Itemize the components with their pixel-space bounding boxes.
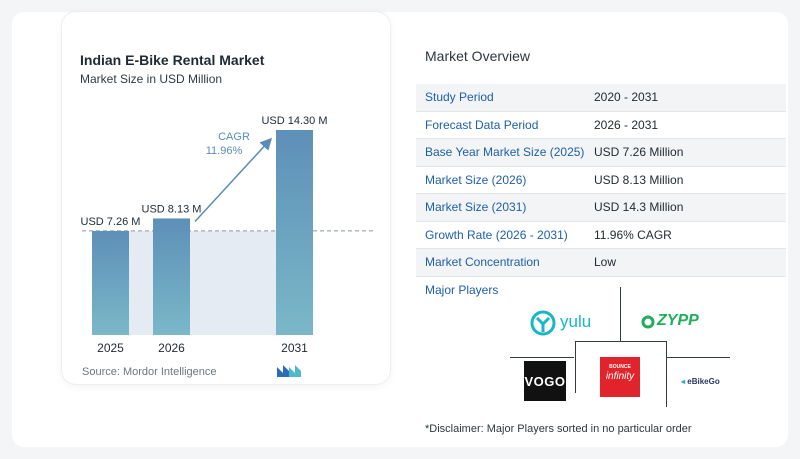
- metric-label: Base Year Market Size (2025): [425, 145, 585, 159]
- disclaimer: *Disclaimer: Major Players sorted in no …: [425, 423, 692, 435]
- metric-label: Growth Rate (2026 - 2031): [425, 227, 568, 242]
- vogo-logo: VOGO: [524, 361, 566, 401]
- data-label-2025: USD 7.26 M: [81, 216, 141, 228]
- metric-label: Study Period: [425, 90, 494, 104]
- bounce-logo-main-text: infinity: [605, 371, 635, 382]
- zypp-logo-text: ZYPP: [657, 312, 699, 329]
- grid-divider: [620, 287, 621, 341]
- metric-value: 11.96% CAGR: [594, 227, 672, 242]
- metric-row: Market Size (2031) USD 14.3 Million: [416, 194, 786, 222]
- metric-value: Low: [594, 255, 617, 269]
- major-players-title: Major Players: [425, 283, 499, 297]
- grid-divider: [666, 357, 730, 358]
- x-tick-2026: 2026: [158, 341, 185, 355]
- data-label-2031: USD 14.30 M: [261, 115, 327, 127]
- grid-divider: [510, 357, 574, 358]
- grid-divider: [575, 341, 576, 393]
- metric-row: Growth Rate (2026 - 2031) 11.96% CAGR: [416, 222, 786, 249]
- bar-2025: [92, 230, 129, 335]
- metric-label: Market Concentration: [425, 255, 540, 269]
- cagr-label: CAGR: [218, 131, 250, 143]
- cagr-arrow: [194, 137, 273, 222]
- metric-row: Market Size (2026) USD 8.13 Million: [416, 167, 786, 194]
- ebikego-logo-text: eBikeGo: [687, 377, 720, 386]
- metric-row: Market Concentration Low: [416, 249, 786, 277]
- metric-label: Forecast Data Period: [425, 117, 539, 132]
- bar-chart: USD 7.26 M 2025 USD 8.13 M 2026 USD 14.30 M 2…: [81, 115, 374, 355]
- metric-row: Base Year Market Size (2025) USD 7.26 Mi…: [416, 139, 786, 167]
- chart-subtitle: Market Size in USD Million: [80, 72, 223, 86]
- metric-value: 2026 - 2031: [594, 117, 659, 132]
- grid-divider: [575, 341, 667, 342]
- yulu-logo-icon: [530, 310, 556, 336]
- bounce-logo-top-text: BOUNCE: [609, 364, 631, 370]
- metric-row: Study Period 2020 - 2031: [416, 84, 786, 112]
- chart-title: Indian E-Bike Rental Market: [80, 52, 265, 68]
- metric-value: USD 14.3 Million: [594, 200, 684, 214]
- ebikego-mark-icon: ◂: [681, 377, 688, 386]
- metrics-table: Study Period 2020 - 2031 Forecast Data P…: [416, 84, 786, 277]
- bar-2031: [276, 130, 313, 335]
- metric-row: Forecast Data Period 2026 - 2031: [416, 112, 786, 139]
- data-label-2026: USD 8.13 M: [142, 203, 202, 215]
- mordor-logo-icon: [277, 365, 301, 377]
- growth-band: [190, 230, 276, 335]
- x-tick-2031: 2031: [281, 341, 308, 355]
- grid-divider: [666, 341, 667, 407]
- growth-band: [129, 230, 153, 335]
- source-note: Source: Mordor Intelligence: [82, 366, 217, 378]
- vogo-logo-text: VOGO: [524, 373, 566, 389]
- metric-label: Market Size (2026): [425, 172, 527, 187]
- metric-value: 2020 - 2031: [594, 90, 659, 104]
- bounce-infinity-logo: BOUNCE infinity: [600, 357, 640, 397]
- x-tick-2025: 2025: [97, 341, 124, 355]
- cagr-value: 11.96%: [206, 145, 243, 157]
- metric-value: USD 8.13 Million: [594, 172, 684, 187]
- bar-2026: [153, 218, 190, 335]
- zypp-logo-icon: [641, 315, 655, 329]
- chart-panel: Indian E-Bike Rental Market Market Size …: [62, 12, 390, 384]
- overview-title: Market Overview: [425, 48, 531, 64]
- metric-label: Market Size (2031): [425, 200, 527, 214]
- ebikego-logo: ◂ eBikeGo: [681, 377, 720, 386]
- yulu-logo-text: yulu: [560, 312, 592, 331]
- metric-value: USD 7.26 Million: [594, 145, 684, 159]
